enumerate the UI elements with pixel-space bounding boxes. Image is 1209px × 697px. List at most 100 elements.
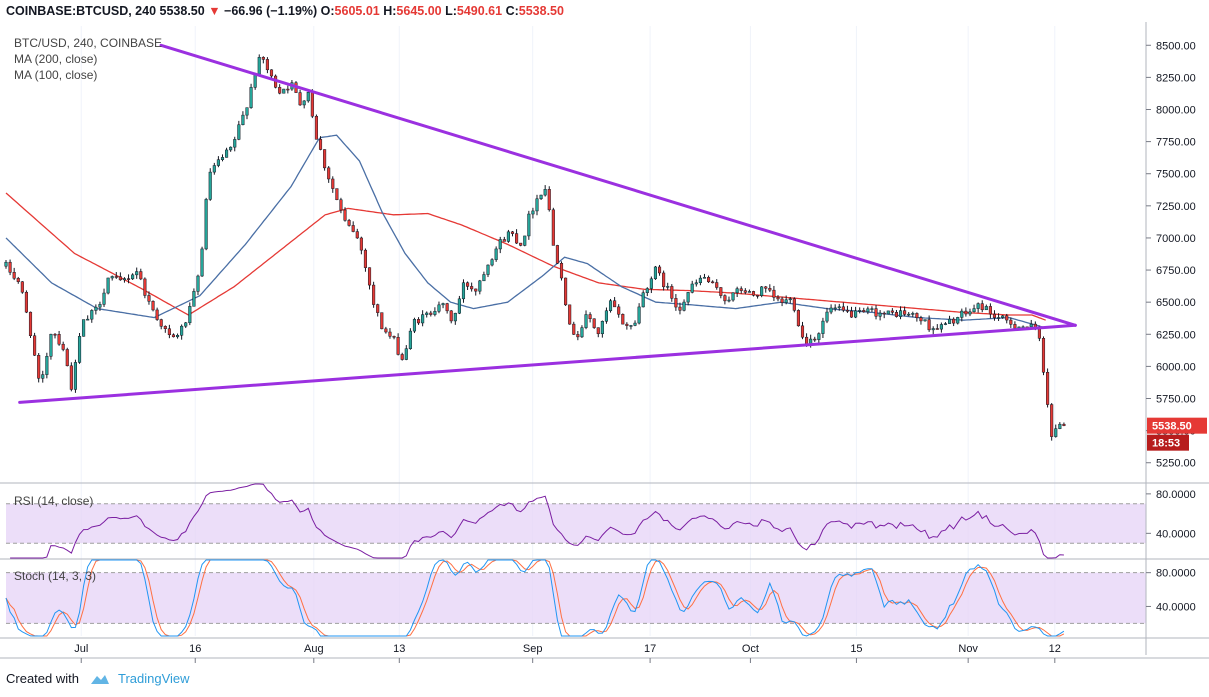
candle-body — [531, 210, 535, 215]
tradingview-brand[interactable]: TradingView — [118, 671, 190, 686]
low-value: 5490.61 — [456, 4, 503, 18]
candle-body — [784, 299, 788, 303]
candle-body — [506, 231, 510, 242]
candle-body — [122, 278, 127, 281]
last-price-tag — [1147, 417, 1207, 434]
candle-body — [715, 282, 719, 288]
candle-body — [4, 261, 8, 267]
price-tick-label: 7250.00 — [1156, 201, 1196, 213]
candle-body — [429, 312, 433, 315]
candle-body — [449, 310, 453, 322]
candle-body — [1050, 404, 1054, 437]
candle-body — [719, 287, 723, 296]
candle-body — [543, 189, 547, 196]
price-change: −66.96 (−1.19%) — [224, 4, 318, 18]
candle-body — [416, 319, 421, 324]
candle-body — [486, 264, 490, 275]
candle-body — [20, 281, 24, 293]
legend-stoch: Stoch (14, 3, 3) — [14, 569, 97, 583]
candle-body — [535, 198, 539, 212]
candle-body — [269, 69, 274, 77]
candle-body — [453, 312, 457, 322]
price-tick-label: 5750.00 — [1156, 394, 1196, 406]
candle-body — [649, 278, 653, 289]
candle-body — [147, 295, 151, 302]
candle-body — [16, 278, 20, 282]
stoch-band — [6, 572, 1146, 624]
candle-body — [249, 87, 253, 108]
candle-body — [188, 306, 192, 324]
candle-body — [894, 312, 899, 317]
candle-body — [163, 326, 167, 329]
candle-body — [576, 334, 580, 338]
candle-body — [69, 365, 73, 390]
candle-body — [878, 312, 882, 317]
candle-body — [457, 298, 461, 314]
candle-body — [617, 306, 621, 315]
candle-body — [502, 239, 506, 242]
candle-body — [151, 301, 155, 311]
candle-body — [73, 362, 77, 390]
candle-body — [1001, 315, 1005, 318]
candle-body — [952, 318, 956, 324]
legend-ma200: MA (200, close) — [14, 52, 98, 66]
candle-body — [359, 237, 363, 251]
stoch-tick-label: 80.0000 — [1156, 568, 1196, 580]
candle-body — [555, 245, 559, 264]
down-arrow-icon: ▼ — [208, 4, 221, 18]
candle-body — [347, 220, 351, 226]
candle-body — [539, 194, 543, 200]
price-tick-label: 6250.00 — [1156, 329, 1196, 341]
candle-body — [433, 311, 437, 315]
candle-body — [997, 317, 1001, 319]
candle-body — [229, 146, 233, 151]
candle-body — [12, 272, 16, 279]
candle-body — [596, 327, 600, 335]
candle-body — [372, 284, 376, 305]
candle-body — [176, 335, 180, 338]
candle-body — [584, 314, 588, 328]
candle-body — [915, 313, 919, 318]
candle-body — [86, 318, 90, 321]
price-tick-label: 5250.00 — [1156, 458, 1196, 470]
legend-rsi: RSI (14, close) — [14, 494, 94, 508]
time-tick-label: 12 — [1049, 643, 1061, 655]
candle-body — [547, 189, 551, 211]
candle-body — [678, 306, 682, 311]
candle-body — [445, 303, 449, 312]
candle-body — [559, 262, 564, 279]
trendlines — [18, 43, 1077, 404]
candle-body — [376, 304, 380, 313]
candle-body — [327, 167, 331, 180]
time-tick-label: 17 — [644, 643, 656, 655]
candle-body — [343, 209, 347, 221]
stoch-tick-label: 40.0000 — [1156, 601, 1196, 613]
price-tick-label: 7750.00 — [1156, 137, 1196, 149]
candle-body — [33, 335, 37, 356]
time-tick-label: Nov — [958, 643, 978, 655]
oscillator-bands — [6, 503, 1146, 624]
candle-body — [707, 277, 711, 283]
candle-body — [694, 282, 698, 285]
candle-body — [600, 321, 604, 335]
trendline-lower — [18, 323, 1077, 404]
candle-body — [171, 334, 176, 338]
candle-body — [637, 306, 641, 324]
candle-body — [265, 59, 269, 71]
candle-body — [776, 297, 780, 300]
candle-body — [412, 319, 417, 332]
candle-body — [159, 319, 163, 327]
candle-body — [200, 248, 204, 277]
price-tick-label: 8500.00 — [1156, 40, 1196, 52]
candle-body — [208, 171, 212, 200]
candle-body — [65, 349, 69, 367]
candle-body — [1009, 319, 1013, 325]
candle-body — [118, 276, 122, 281]
candle-body — [135, 271, 139, 276]
candle-body — [625, 323, 629, 326]
candle-body — [523, 235, 527, 246]
candle-body — [515, 233, 519, 244]
candle-body — [1054, 428, 1058, 437]
candle-body — [988, 306, 992, 315]
